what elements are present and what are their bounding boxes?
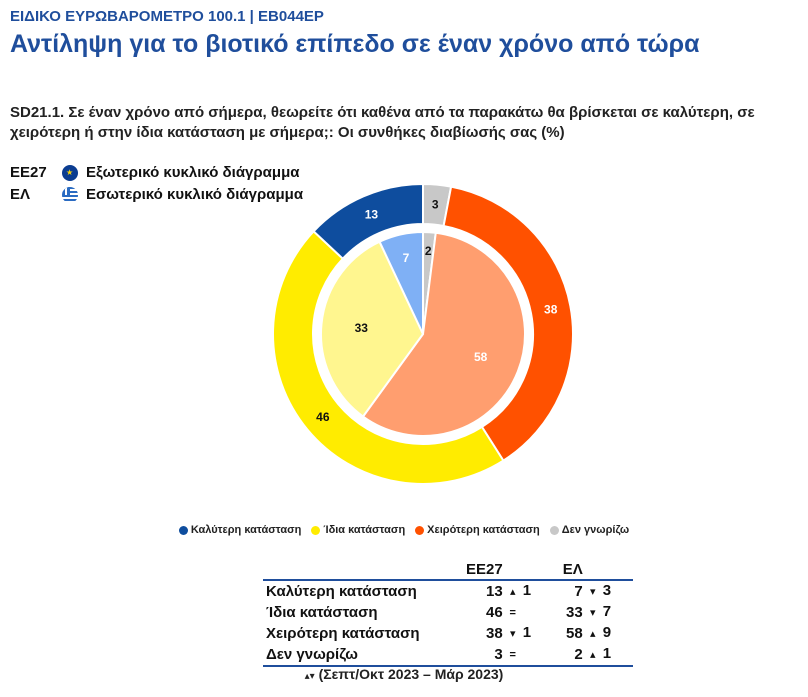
- ring-key-label: Εσωτερικό κυκλικό διάγραμμα: [86, 186, 304, 203]
- outer-slice-label: 13: [365, 208, 379, 222]
- change-symbol: ▾: [509, 628, 516, 640]
- change-value: 1: [522, 624, 532, 641]
- table-header-spacer: [502, 560, 553, 581]
- legend-label: Καλύτερη κατάσταση: [190, 524, 302, 536]
- survey-tag: ΕΙΔΙΚΟ ΕΥΡΩΒΑΡΟΜΕΤΡΟ 100.1 | EB044EP: [10, 8, 324, 25]
- eu27-value: 13: [486, 583, 503, 600]
- eu27-change: ▴ 1: [503, 580, 553, 602]
- change-symbol: =: [509, 607, 516, 619]
- el-value: 7: [574, 583, 583, 600]
- table-header-blank: [263, 560, 466, 581]
- legend-swatch-icon: [311, 525, 321, 535]
- outer-slice-1: [272, 229, 505, 485]
- page-title: Αντίληψη για το βιοτικό επίπεδο σε έναν …: [10, 30, 700, 58]
- inner-slice-label: 33: [355, 321, 369, 335]
- change-symbol: ▴: [589, 649, 596, 661]
- comparison-table: ΕΕ27 ΕΛ Καλύτερη κατάσταση 13 ▴ 1 7 ▾ 3 Ίδια κα…: [263, 560, 633, 667]
- change-value: 7: [602, 603, 612, 620]
- legend-label: Ίδια κατάσταση: [323, 524, 406, 536]
- legend-swatch-icon: [549, 525, 559, 535]
- el-change: ▴ 1: [582, 644, 633, 667]
- change-symbol: ▴: [589, 628, 596, 640]
- row-label: Καλύτερη κατάσταση: [266, 583, 417, 600]
- legend-swatch-icon: [415, 525, 425, 535]
- table-header-spacer: [582, 560, 633, 581]
- change-symbol: =: [509, 649, 516, 661]
- eu27-change: ▾ 1: [503, 623, 553, 644]
- row-label: Χειρότερη κατάσταση: [266, 625, 420, 642]
- outer-slice-0: [312, 182, 424, 261]
- el-value: 2: [552, 644, 583, 667]
- change-value: 1: [522, 582, 532, 599]
- row-label: Δεν γνωρίζω: [263, 644, 466, 667]
- el-change: ▴ 9: [583, 623, 633, 644]
- footnote-text: (Σεπτ/Οκτ 2023 – Μάρ 2023): [318, 666, 504, 682]
- inner-slice-label: 58: [474, 350, 488, 364]
- el-change: ▾ 7: [583, 602, 633, 623]
- eu-flag-icon: [62, 164, 78, 181]
- table-header-el: ΕΛ: [552, 560, 583, 581]
- question-text: SD21.1. Σε έναν χρόνο από σήμερα, θεωρεί…: [10, 104, 755, 141]
- legend-item: Δεν γνωρίζω: [549, 524, 630, 536]
- outer-slice-label: 3: [432, 198, 439, 212]
- table-row: Χειρότερη κατάσταση 38 ▾ 1 58 ▴ 9: [263, 623, 633, 644]
- outer-slice-2: [442, 185, 574, 463]
- legend-label: Δεν γνωρίζω: [561, 524, 630, 536]
- legend-item: Καλύτερη κατάσταση: [178, 524, 302, 536]
- legend-swatch-icon: [178, 525, 188, 535]
- ring-key-code: ΕΛ: [10, 186, 31, 203]
- ring-key-el: ΕΛ Εσωτερικό κυκλικό διάγραμμα: [10, 186, 303, 203]
- eu27-value: 3: [466, 644, 503, 667]
- change-symbol: ▾: [589, 586, 596, 598]
- table-row: Δεν γνωρίζω 3 = 2 ▴ 1: [263, 644, 633, 667]
- eu27-change: =: [503, 602, 553, 623]
- greek-flag-icon: [62, 186, 78, 203]
- donut-chart: 3 38 46 13 2 58 33 7: [272, 182, 574, 485]
- inner-slice-1: [320, 240, 425, 418]
- change-symbol: ▾: [589, 607, 596, 619]
- change-value: 9: [602, 624, 612, 641]
- el-change: ▾ 3: [583, 580, 633, 602]
- outer-slice-label: 46: [316, 410, 330, 424]
- change-value: 3: [602, 582, 612, 599]
- inner-slice-2: [361, 231, 526, 437]
- el-value: 33: [566, 604, 583, 621]
- eu27-change: =: [502, 644, 553, 667]
- eu27-value: 46: [486, 604, 503, 621]
- table-row: Ίδια κατάσταση 46 = 33 ▾ 7: [263, 602, 633, 623]
- table-row: Καλύτερη κατάσταση 13 ▴ 1 7 ▾ 3: [263, 580, 633, 602]
- table-header-eu27: ΕΕ27: [466, 560, 503, 581]
- legend-item: Χειρότερη κατάσταση: [415, 524, 540, 536]
- outer-slice-label: 38: [544, 303, 558, 317]
- row-label: Ίδια κατάσταση: [266, 604, 378, 621]
- change-symbol: ▴: [509, 586, 516, 598]
- inner-slice-label: 7: [403, 251, 410, 265]
- legend-label: Χειρότερη κατάσταση: [427, 524, 540, 536]
- eu27-value: 38: [486, 625, 503, 642]
- ring-key-code: ΕΕ27: [10, 164, 47, 181]
- chart-legend: Καλύτερη κατάσταση Ίδια κατάσταση Χειρότερ…: [0, 524, 808, 536]
- el-value: 58: [566, 625, 583, 642]
- inner-slice-0: [378, 230, 424, 335]
- footnote: ▴▾ (Σεπτ/Οκτ 2023 – Μάρ 2023): [0, 666, 808, 682]
- ring-key-label: Εξωτερικό κυκλικό διάγραμμα: [86, 164, 300, 181]
- change-value: 1: [602, 645, 612, 662]
- ring-key-eu27: ΕΕ27 Εξωτερικό κυκλικό διάγραμμα: [10, 164, 299, 181]
- table-header-row: ΕΕ27 ΕΛ: [263, 560, 633, 581]
- inner-slice-label: 2: [425, 244, 432, 258]
- legend-item: Ίδια κατάσταση: [311, 524, 405, 536]
- change-arrows-icon: ▴▾: [304, 671, 315, 682]
- ring-separator: [314, 225, 532, 443]
